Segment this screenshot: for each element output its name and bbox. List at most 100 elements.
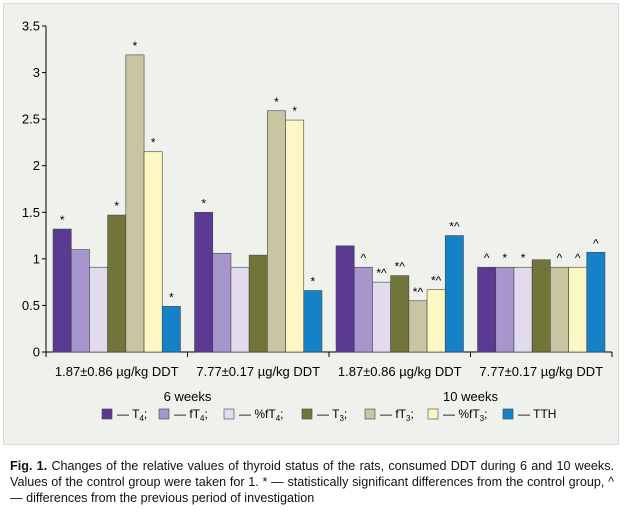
- legend-entry: — T3;: [301, 407, 347, 423]
- legend-subscript: 3: [480, 414, 485, 423]
- significance-marker: *: [169, 290, 174, 304]
- bar: [550, 266, 569, 353]
- legend-separator: ;: [410, 407, 413, 421]
- significance-marker: ^: [593, 236, 599, 250]
- legend-main: fT: [395, 407, 406, 421]
- legend-subscript: 4: [139, 414, 144, 423]
- bar: [212, 252, 232, 353]
- legend-dash: —: [239, 407, 254, 421]
- y-tick-label: 3.5: [22, 19, 40, 34]
- x-category-label: 7.77±0.17 µg/kg DDT: [196, 364, 320, 379]
- legend-swatch: [301, 408, 313, 420]
- bar: [408, 300, 428, 353]
- caption-text: Changes of the relative values of thyroi…: [10, 459, 615, 505]
- legend-entry: — %fT3;: [427, 407, 487, 423]
- significance-marker: *^: [376, 266, 387, 280]
- y-tick-label: 1: [33, 251, 40, 266]
- significance-marker: *^: [449, 220, 460, 234]
- bar: [89, 266, 108, 353]
- bar: [568, 266, 588, 353]
- bar: [107, 214, 127, 353]
- legend-dash: —: [174, 407, 189, 421]
- legend-main: T: [132, 407, 140, 421]
- significance-marker: *: [503, 251, 508, 265]
- bar: [372, 281, 391, 353]
- bar: [285, 119, 305, 353]
- significance-marker: *^: [431, 274, 442, 288]
- legend-main: TTH: [533, 407, 556, 421]
- bar: [303, 290, 323, 353]
- significance-marker: ^: [484, 251, 490, 265]
- significance-marker: *: [292, 104, 297, 118]
- y-tick-label: 0.5: [22, 298, 40, 313]
- legend-subscript: 3: [406, 414, 411, 423]
- legend-swatch: [502, 408, 514, 420]
- bar: [477, 266, 497, 353]
- bar: [353, 266, 373, 353]
- legend-separator: ;: [484, 407, 487, 421]
- legend-subscript: 3: [339, 414, 344, 423]
- bar: [444, 235, 464, 353]
- x-group-label: 10 weeks: [443, 389, 498, 404]
- y-tick-label: 2: [33, 158, 40, 173]
- legend-label: — %fT3;: [443, 407, 487, 423]
- legend-dash: —: [317, 407, 332, 421]
- bar: [586, 252, 606, 353]
- bar: [230, 266, 250, 353]
- y-tick-label: 1.5: [22, 205, 40, 220]
- legend-swatch: [427, 408, 439, 420]
- x-category-label: 1.87±0.86 µg/kg DDT: [55, 364, 179, 379]
- legend-main: %fT: [458, 407, 480, 421]
- legend-entry: — TTH: [502, 407, 556, 421]
- significance-marker: ^: [575, 251, 581, 265]
- bar: [161, 306, 181, 353]
- bar-chart: 0 0.5 1 1.5 2 2.5 3 3.5 * * * * * 1.87±0.86 µg/kg DDT…: [22, 19, 613, 423]
- x-group-label: 6 weeks: [164, 389, 212, 404]
- legend-dash: —: [380, 407, 395, 421]
- caption-label: Fig. 1.: [10, 459, 48, 473]
- significance-marker: *: [114, 199, 119, 213]
- legend-swatch: [158, 408, 170, 420]
- legend-label: — T3;: [317, 407, 347, 423]
- bar: [143, 151, 163, 353]
- significance-marker: *: [521, 251, 526, 265]
- legend-swatch: [101, 408, 113, 420]
- significance-marker: ^: [557, 251, 563, 265]
- legend-label: — fT4;: [174, 407, 208, 423]
- legend-separator: ;: [344, 407, 347, 421]
- bar: [125, 54, 145, 353]
- y-tick-label: 0: [33, 345, 40, 360]
- legend-label: — T4;: [117, 407, 147, 423]
- y-tick-label: 2.5: [22, 112, 40, 127]
- bar: [426, 289, 446, 353]
- bar: [52, 228, 72, 353]
- y-tick-label: 3: [33, 65, 40, 80]
- legend-dash: —: [518, 407, 533, 421]
- figure-caption: Fig. 1. Changes of the relative values o…: [10, 458, 614, 506]
- significance-marker: *: [274, 95, 279, 109]
- legend-separator: ;: [144, 407, 147, 421]
- x-category-label: 7.77±0.17 µg/kg DDT: [479, 364, 603, 379]
- bar: [194, 211, 214, 353]
- legend-main: %fT: [254, 407, 276, 421]
- legend-entry: — fT3;: [364, 407, 414, 423]
- bar: [531, 259, 551, 353]
- significance-marker: *^: [413, 285, 424, 299]
- legend-swatch: [223, 408, 235, 420]
- legend-label: — TTH: [518, 407, 556, 421]
- bar: [70, 249, 90, 353]
- bar: [267, 110, 286, 353]
- legend-main: T: [332, 407, 340, 421]
- legend-label: — fT3;: [380, 407, 414, 423]
- bar: [335, 245, 355, 353]
- significance-marker: *: [133, 39, 138, 53]
- legend-label: — %fT4;: [239, 407, 283, 423]
- legend-dash: —: [443, 407, 458, 421]
- legend-subscript: 4: [200, 414, 205, 423]
- legend-entry: — T4;: [101, 407, 147, 423]
- chart-panel: 0 0.5 1 1.5 2 2.5 3 3.5 * * * * * 1.87±0.86 µg/kg DDT…: [3, 3, 619, 445]
- legend-entry: — %fT4;: [223, 407, 283, 423]
- significance-marker: ^: [361, 251, 367, 265]
- significance-marker: *: [311, 275, 316, 289]
